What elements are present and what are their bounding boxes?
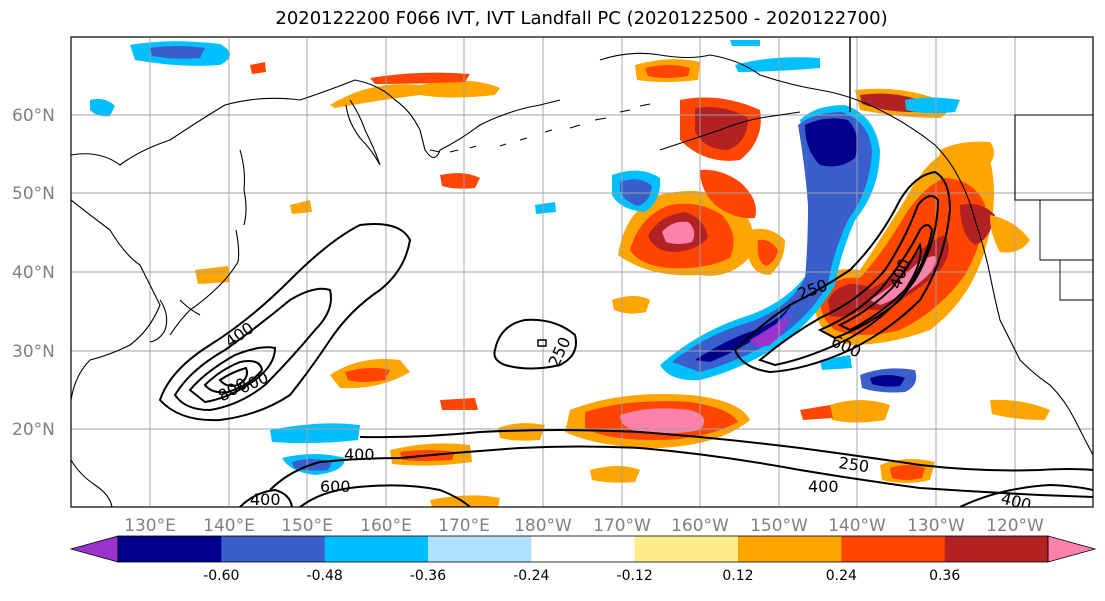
colorbar-swatch xyxy=(944,536,1049,562)
latitude-label: 30°N xyxy=(12,342,55,362)
colorbar-outline xyxy=(117,535,1049,563)
colorbar-swatch xyxy=(428,536,532,562)
colorbar-swatch xyxy=(324,536,429,562)
colorbar-tick-label: -0.24 xyxy=(513,568,549,584)
longitude-label: 160°W xyxy=(671,516,729,536)
colorbar-tick-label: -0.12 xyxy=(617,568,653,584)
negative-anomaly-shading xyxy=(90,40,960,475)
coastlines xyxy=(71,37,1093,507)
latitude-label: 60°N xyxy=(12,106,55,126)
colorbar-swatch xyxy=(841,536,946,562)
colorbar-tick-labels: -0.60 -0.48 -0.36 -0.24 -0.12 0.12 0.24 0.36 xyxy=(203,568,960,584)
longitude-label: 150°E xyxy=(281,516,333,536)
colorbar-swatch xyxy=(221,536,326,562)
contour-label: 400 xyxy=(250,490,281,509)
colorbar-extension-max xyxy=(1047,535,1097,563)
longitude-label: 140°E xyxy=(203,516,255,536)
contour-label: 400 xyxy=(999,489,1033,515)
latitude-axis: 60°N 50°N 40°N 30°N 20°N xyxy=(12,106,55,440)
graticule xyxy=(71,37,1093,507)
contour-label: 400 xyxy=(808,477,839,496)
colorbar-tick-label: 0.12 xyxy=(722,568,753,584)
longitude-label: 170°E xyxy=(438,516,490,536)
colorbar-swatch xyxy=(634,536,739,562)
colorbar-swatch xyxy=(118,536,222,562)
longitude-label: 130°E xyxy=(124,516,176,536)
colorbar-swatch xyxy=(738,536,842,562)
map-title: 2020122200 F066 IVT, IVT Landfall PC (20… xyxy=(275,8,888,29)
colorbar-tick-label: 0.24 xyxy=(826,568,857,584)
positive-anomaly-shading xyxy=(195,59,1050,507)
longitude-label: 170°W xyxy=(593,516,651,536)
colorbar xyxy=(69,535,1097,563)
colorbar-tick-label: 0.36 xyxy=(929,568,960,584)
colorbar-tick-label: -0.60 xyxy=(203,568,239,584)
longitude-label: 140°W xyxy=(828,516,886,536)
longitude-label: 130°W xyxy=(907,516,965,536)
longitude-label: 120°W xyxy=(986,516,1044,536)
colorbar-extension-min xyxy=(69,535,119,563)
longitude-axis: 130°E 140°E 150°E 160°E 170°E 180°W 170°… xyxy=(124,516,1044,536)
contour-label: 250 xyxy=(837,453,870,476)
latitude-label: 40°N xyxy=(12,263,55,283)
latitude-label: 20°N xyxy=(12,420,55,440)
longitude-label: 150°W xyxy=(750,516,808,536)
longitude-label: 160°E xyxy=(360,516,412,536)
colorbar-tick-label: -0.36 xyxy=(410,568,446,584)
colorbar-swatch xyxy=(531,536,636,562)
colorbar-tick-label: -0.48 xyxy=(307,568,343,584)
ivt-contours xyxy=(158,170,1093,507)
contour-label: 600 xyxy=(320,477,351,496)
latitude-label: 50°N xyxy=(12,184,55,204)
longitude-label: 180°W xyxy=(514,516,572,536)
contour-label: 400 xyxy=(344,445,375,464)
map-border xyxy=(70,36,1094,508)
